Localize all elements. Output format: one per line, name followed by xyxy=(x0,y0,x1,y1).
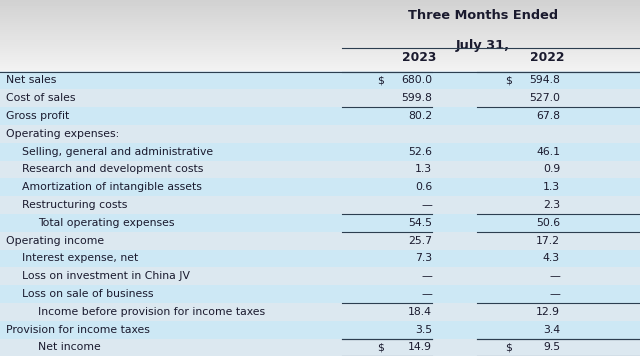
Text: Gross profit: Gross profit xyxy=(6,111,70,121)
Text: 9.5: 9.5 xyxy=(543,342,560,352)
Text: 18.4: 18.4 xyxy=(408,307,432,317)
Text: Net income: Net income xyxy=(38,342,101,352)
Text: 67.8: 67.8 xyxy=(536,111,560,121)
Bar xyxy=(0,250,640,267)
Text: Selling, general and administrative: Selling, general and administrative xyxy=(22,147,214,157)
Text: $: $ xyxy=(377,342,384,352)
Text: Restructuring costs: Restructuring costs xyxy=(22,200,128,210)
Text: 527.0: 527.0 xyxy=(529,93,560,103)
Text: 25.7: 25.7 xyxy=(408,236,432,246)
Text: —: — xyxy=(549,289,560,299)
Text: Operating income: Operating income xyxy=(6,236,104,246)
Text: Net sales: Net sales xyxy=(6,75,57,85)
Text: Research and development costs: Research and development costs xyxy=(22,164,204,174)
Text: $: $ xyxy=(377,75,384,85)
Text: 7.3: 7.3 xyxy=(415,253,432,263)
Text: Interest expense, net: Interest expense, net xyxy=(22,253,139,263)
Text: July 31,: July 31, xyxy=(456,39,510,52)
Text: 2023: 2023 xyxy=(402,51,436,64)
Text: —: — xyxy=(421,271,432,281)
Text: 2022: 2022 xyxy=(530,51,564,64)
Text: 680.0: 680.0 xyxy=(401,75,432,85)
Text: Provision for income taxes: Provision for income taxes xyxy=(6,325,150,335)
Bar xyxy=(0,72,640,89)
Text: Income before provision for income taxes: Income before provision for income taxes xyxy=(38,307,266,317)
Text: Cost of sales: Cost of sales xyxy=(6,93,76,103)
Text: 80.2: 80.2 xyxy=(408,111,432,121)
Text: 52.6: 52.6 xyxy=(408,147,432,157)
Text: Total operating expenses: Total operating expenses xyxy=(38,218,175,228)
Bar xyxy=(0,285,640,303)
Text: —: — xyxy=(421,200,432,210)
Text: 46.1: 46.1 xyxy=(536,147,560,157)
Text: —: — xyxy=(421,289,432,299)
Text: Loss on sale of business: Loss on sale of business xyxy=(22,289,154,299)
Text: 3.5: 3.5 xyxy=(415,325,432,335)
Bar xyxy=(0,178,640,196)
Text: 2.3: 2.3 xyxy=(543,200,560,210)
Text: Operating expenses:: Operating expenses: xyxy=(6,129,120,139)
Text: 12.9: 12.9 xyxy=(536,307,560,317)
Text: Amortization of intangible assets: Amortization of intangible assets xyxy=(22,182,202,192)
Text: 4.3: 4.3 xyxy=(543,253,560,263)
Text: 0.9: 0.9 xyxy=(543,164,560,174)
Text: 54.5: 54.5 xyxy=(408,218,432,228)
Text: 50.6: 50.6 xyxy=(536,218,560,228)
Text: 0.6: 0.6 xyxy=(415,182,432,192)
Text: $: $ xyxy=(505,75,512,85)
Text: —: — xyxy=(549,271,560,281)
Bar xyxy=(0,143,640,161)
Bar xyxy=(0,107,640,125)
Text: 14.9: 14.9 xyxy=(408,342,432,352)
Text: 1.3: 1.3 xyxy=(543,182,560,192)
Text: 1.3: 1.3 xyxy=(415,164,432,174)
Text: Three Months Ended: Three Months Ended xyxy=(408,9,558,22)
Text: Loss on investment in China JV: Loss on investment in China JV xyxy=(22,271,191,281)
Bar xyxy=(0,214,640,232)
Text: 17.2: 17.2 xyxy=(536,236,560,246)
Text: 599.8: 599.8 xyxy=(401,93,432,103)
Text: $: $ xyxy=(505,342,512,352)
Text: 594.8: 594.8 xyxy=(529,75,560,85)
Text: 3.4: 3.4 xyxy=(543,325,560,335)
Bar xyxy=(0,321,640,339)
